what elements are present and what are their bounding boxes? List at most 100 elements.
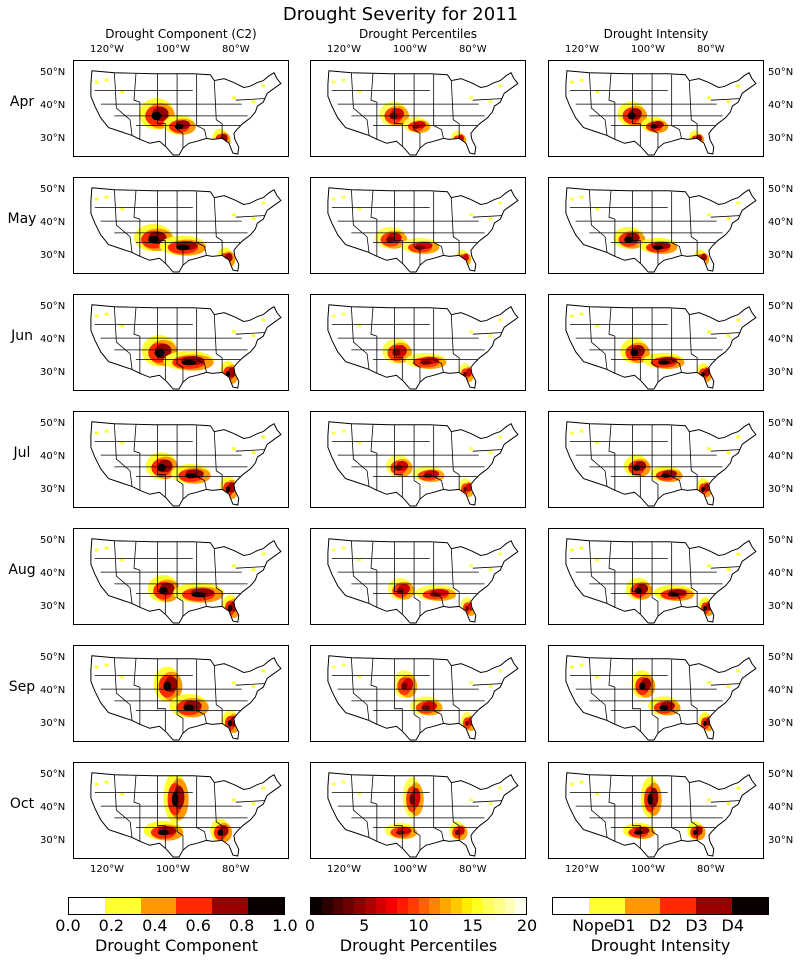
- drought-patch: [185, 472, 197, 479]
- drought-speck: [488, 451, 493, 455]
- drought-speck: [595, 441, 600, 445]
- colorbar-swatch: [407, 898, 419, 914]
- lat-tick-label: 50°N: [768, 301, 794, 312]
- drought-patch: [401, 682, 408, 691]
- colorbar-drought-percentiles: [310, 897, 527, 915]
- lon-tick-label-bottom: 100°W: [631, 864, 665, 875]
- lon-tick-label-bottom: 120°W: [327, 864, 361, 875]
- drought-patch: [420, 360, 432, 365]
- drought-patch: [701, 486, 705, 493]
- drought-speck: [231, 681, 236, 685]
- drought-speck: [468, 564, 473, 568]
- drought-speck: [595, 324, 600, 328]
- drought-speck: [94, 431, 99, 435]
- drought-patch: [217, 829, 223, 836]
- colorbar-swatch: [553, 898, 589, 914]
- drought-speck: [736, 84, 741, 88]
- drought-patch: [157, 829, 169, 836]
- drought-patch: [227, 605, 233, 612]
- drought-patch: [163, 681, 172, 692]
- month-label: Aug: [8, 562, 36, 578]
- drought-patch: [659, 705, 669, 711]
- drought-map-aug-2: [310, 528, 526, 625]
- lat-tick-label: 40°N: [768, 802, 794, 813]
- drought-speck: [94, 314, 99, 318]
- drought-speck: [357, 558, 362, 562]
- drought-patch: [395, 830, 405, 835]
- drought-map-apr-3: [548, 60, 764, 157]
- drought-speck: [706, 330, 711, 334]
- drought-map-oct-2: [310, 762, 526, 859]
- drought-patch: [466, 368, 472, 377]
- drought-speck: [341, 429, 346, 433]
- drought-speck: [468, 447, 473, 451]
- drought-speck: [595, 675, 600, 679]
- colorbar-swatch: [588, 898, 625, 914]
- drought-speck: [569, 782, 574, 786]
- lat-tick-label: 30°N: [40, 133, 66, 144]
- drought-speck: [488, 334, 493, 338]
- drought-speck: [595, 792, 600, 796]
- drought-patch: [148, 235, 160, 244]
- drought-patch: [225, 486, 231, 493]
- drought-speck: [498, 786, 503, 790]
- lon-tick-label-top: 100°W: [631, 44, 665, 55]
- colorbar-label-component: Drought Component: [94, 936, 259, 955]
- drought-map-aug-3: [548, 528, 764, 625]
- drought-speck: [488, 568, 493, 572]
- drought-map-sep-3: [548, 645, 764, 742]
- lon-tick-label-bottom: 100°W: [156, 864, 190, 875]
- colorbar-label-intensity: Drought Intensity: [590, 936, 731, 955]
- colorbar-tick-label: 15: [462, 916, 483, 935]
- drought-speck: [357, 675, 362, 679]
- colorbar-swatch: [660, 898, 697, 914]
- drought-speck: [579, 78, 584, 82]
- drought-speck: [498, 435, 503, 439]
- drought-speck: [357, 207, 362, 211]
- drought-patch: [630, 349, 639, 357]
- lon-tick-label-top: 80°W: [222, 44, 250, 55]
- colorbar-tick-label: Nope: [572, 916, 614, 935]
- drought-speck: [331, 782, 336, 786]
- drought-map-oct-3: [548, 762, 764, 859]
- drought-speck: [341, 663, 346, 667]
- lat-tick-label: 30°N: [768, 601, 794, 612]
- lon-tick-label-top: 80°W: [697, 44, 725, 55]
- drought-speck: [120, 324, 125, 328]
- month-label: Jul: [13, 445, 31, 461]
- month-label: Oct: [9, 796, 35, 812]
- drought-patch: [632, 464, 640, 471]
- drought-speck: [331, 80, 336, 84]
- drought-speck: [120, 207, 125, 211]
- column-title-component: Drought Component (C2): [105, 27, 257, 41]
- colorbar-label-percentiles: Drought Percentiles: [339, 936, 498, 955]
- colorbar-swatch: [504, 898, 516, 914]
- column-title-percentiles: Drought Percentiles: [358, 27, 478, 41]
- drought-speck: [736, 318, 741, 322]
- drought-patch: [634, 587, 642, 594]
- drought-speck: [706, 798, 711, 802]
- drought-speck: [726, 802, 731, 806]
- colorbar-swatch: [624, 898, 661, 914]
- month-label: Jun: [11, 328, 33, 344]
- drought-map-jul-3: [548, 411, 764, 508]
- drought-speck: [726, 451, 731, 455]
- drought-speck: [569, 80, 574, 84]
- drought-speck: [261, 786, 266, 790]
- drought-speck: [94, 197, 99, 201]
- drought-patch: [412, 124, 420, 129]
- colorbar-swatch: [343, 898, 354, 914]
- lon-tick-label-top: 120°W: [90, 44, 124, 55]
- drought-patch: [157, 463, 166, 472]
- colorbar-swatch: [397, 898, 408, 914]
- colorbar-tick-label: 10: [408, 916, 429, 935]
- lat-tick-label: 40°N: [40, 568, 66, 579]
- lat-tick-label: 40°N: [40, 100, 66, 111]
- lat-tick-label: 50°N: [40, 184, 66, 195]
- lat-tick-label: 30°N: [40, 250, 66, 261]
- lat-tick-label: 30°N: [40, 835, 66, 846]
- drought-speck: [231, 564, 236, 568]
- drought-speck: [231, 96, 236, 100]
- lat-tick-label: 30°N: [768, 484, 794, 495]
- drought-speck: [498, 84, 503, 88]
